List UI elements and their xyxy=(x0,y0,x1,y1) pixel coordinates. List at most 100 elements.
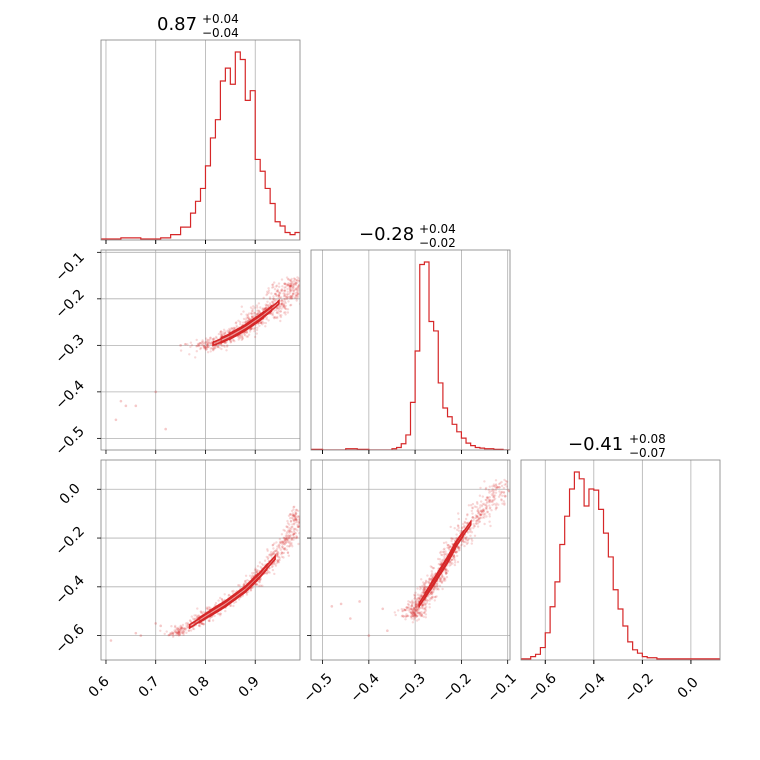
histogram-bin xyxy=(420,265,425,450)
sample-point xyxy=(502,500,506,503)
sample-point xyxy=(293,519,296,522)
sample-point xyxy=(292,519,295,522)
sample-point xyxy=(282,542,285,545)
sample-point xyxy=(466,539,470,542)
sample-point xyxy=(492,492,495,495)
sample-point xyxy=(438,584,442,587)
sample-point xyxy=(279,299,283,303)
sample-point xyxy=(283,311,286,314)
sample-point xyxy=(237,598,241,601)
sample-point xyxy=(289,520,293,523)
sample-point xyxy=(449,545,452,548)
sample-point xyxy=(502,486,506,490)
sample-point xyxy=(290,513,293,516)
sample-point xyxy=(465,536,468,539)
sample-point xyxy=(211,347,215,350)
sample-point xyxy=(294,281,297,284)
sample-point xyxy=(265,555,268,559)
sample-point xyxy=(424,607,427,611)
sample-point xyxy=(406,614,409,618)
sample-point xyxy=(261,320,264,323)
sample-point xyxy=(273,288,277,291)
sample-point xyxy=(472,526,475,530)
sample-point xyxy=(279,310,282,313)
sample-point xyxy=(479,513,482,516)
sample-point xyxy=(410,605,413,608)
sample-point xyxy=(501,494,504,497)
histogram-bin xyxy=(618,609,623,660)
sample-point xyxy=(219,331,223,334)
sample-point xyxy=(444,577,447,581)
scatter-panel-param-1-vs-param-0: −0.1 −0.2 −0.3 −0.4 −0.5 xyxy=(52,249,308,459)
sample-point xyxy=(229,604,232,607)
sample-point xyxy=(267,305,270,308)
sample-point xyxy=(423,588,426,592)
sample-point xyxy=(219,596,222,600)
sample-point xyxy=(462,540,465,543)
sample-point xyxy=(491,499,494,502)
sample-point xyxy=(349,617,352,620)
sample-point xyxy=(296,279,299,282)
sample-point xyxy=(460,529,463,533)
histogram-bin xyxy=(205,166,210,240)
sample-point xyxy=(220,334,223,337)
sample-point xyxy=(253,311,256,315)
sample-point xyxy=(279,296,283,299)
sample-point xyxy=(277,296,280,299)
sample-point xyxy=(441,575,444,578)
sample-point xyxy=(444,568,448,571)
sample-point xyxy=(200,622,203,625)
sample-point xyxy=(423,608,426,611)
sample-point xyxy=(491,499,494,503)
sample-point xyxy=(243,582,246,585)
histogram-bin xyxy=(225,68,230,240)
sample-point xyxy=(488,499,491,502)
sample-point xyxy=(304,286,306,288)
sample-point xyxy=(244,321,247,324)
sample-point xyxy=(274,564,278,567)
sample-point xyxy=(225,349,228,352)
sample-point xyxy=(180,626,183,630)
sample-point xyxy=(283,286,286,289)
sample-point xyxy=(423,585,427,589)
sample-point xyxy=(284,295,287,298)
sample-point xyxy=(233,326,236,329)
sample-point xyxy=(211,338,214,341)
sample-point xyxy=(193,618,196,621)
sample-point xyxy=(280,553,283,556)
sample-point xyxy=(411,610,415,613)
sample-point xyxy=(503,495,507,498)
sample-point xyxy=(284,540,287,543)
sample-point xyxy=(418,613,422,616)
sample-point xyxy=(292,523,296,526)
sample-point xyxy=(219,333,223,336)
sample-point xyxy=(433,599,436,602)
sample-point xyxy=(291,517,295,520)
sample-point xyxy=(306,282,308,284)
sample-point xyxy=(290,509,294,513)
sample-point xyxy=(480,513,483,516)
x-tick-labels: −0.6 −0.4 −0.2 0.0 xyxy=(524,670,701,705)
sample-point xyxy=(250,576,253,579)
sample-point xyxy=(297,525,300,529)
sample-point xyxy=(453,559,457,562)
sample-point xyxy=(422,591,425,594)
sample-point xyxy=(292,289,295,293)
sample-point xyxy=(439,577,442,580)
sample-point xyxy=(440,550,443,553)
sample-point xyxy=(230,327,234,330)
x-tick-label: −0.1 xyxy=(484,670,519,705)
sample-point xyxy=(476,510,479,513)
sample-point xyxy=(421,604,424,607)
sample-point xyxy=(443,553,446,556)
sample-point xyxy=(215,337,218,340)
sample-point xyxy=(171,635,175,638)
sample-point xyxy=(194,356,197,359)
sample-point xyxy=(427,595,430,598)
sample-point xyxy=(252,327,255,330)
sample-point xyxy=(283,538,286,542)
sample-point xyxy=(402,615,405,618)
sample-point xyxy=(444,572,448,575)
sample-point xyxy=(414,603,417,606)
sample-point xyxy=(205,341,208,344)
